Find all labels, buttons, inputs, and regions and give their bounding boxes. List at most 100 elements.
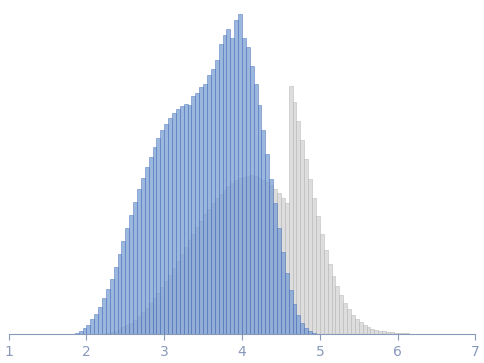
Bar [106,333,110,334]
Bar [265,182,269,334]
Bar [152,147,156,334]
Bar [110,279,114,334]
Bar [285,203,289,334]
Bar [273,203,277,334]
Bar [91,319,94,334]
Bar [196,227,199,334]
Bar [75,333,78,334]
Bar [261,130,265,334]
Bar [196,93,199,334]
Bar [246,48,250,334]
Bar [223,190,227,334]
Bar [180,106,183,334]
Bar [363,325,366,334]
Bar [83,328,87,334]
Bar [129,323,133,334]
Bar [219,194,223,334]
Bar [164,281,168,334]
Bar [98,307,102,334]
Bar [293,304,297,334]
Bar [269,179,273,334]
Bar [316,216,320,334]
Bar [257,178,261,334]
Bar [281,198,285,334]
Bar [199,220,203,334]
Bar [110,332,114,334]
Bar [176,109,180,334]
Bar [211,69,215,334]
Bar [289,86,293,334]
Bar [402,333,406,334]
Bar [199,87,203,334]
Bar [141,313,145,334]
Bar [125,228,129,334]
Bar [328,264,332,334]
Bar [227,29,230,334]
Bar [246,176,250,334]
Bar [250,66,254,334]
Bar [125,325,129,334]
Bar [273,189,277,334]
Bar [215,198,219,334]
Bar [230,38,234,334]
Bar [227,186,230,334]
Bar [269,185,273,334]
Bar [242,176,246,334]
Bar [160,287,164,334]
Bar [188,105,192,334]
Bar [207,209,211,334]
Bar [145,308,149,334]
Bar [254,84,257,334]
Bar [168,274,172,334]
Bar [265,154,269,334]
Bar [176,261,180,334]
Bar [121,327,125,334]
Bar [312,333,316,334]
Bar [293,102,297,334]
Bar [351,315,355,334]
Bar [261,180,265,334]
Bar [250,175,254,334]
Bar [121,241,125,334]
Bar [308,179,312,334]
Bar [301,140,304,334]
Bar [118,329,121,334]
Bar [188,240,192,334]
Bar [304,328,308,334]
Bar [234,20,238,334]
Bar [137,316,141,334]
Bar [172,113,176,334]
Bar [114,331,118,334]
Bar [335,286,339,334]
Bar [183,104,188,334]
Bar [102,298,106,334]
Bar [355,319,359,334]
Bar [257,105,261,334]
Bar [87,325,91,334]
Bar [211,203,215,334]
Bar [156,293,160,334]
Bar [192,96,196,334]
Bar [78,331,83,334]
Bar [277,228,281,334]
Bar [203,215,207,334]
Bar [145,167,149,334]
Bar [160,130,164,334]
Bar [320,234,324,334]
Bar [343,303,347,334]
Bar [374,330,378,334]
Bar [386,332,390,334]
Bar [297,315,301,334]
Bar [332,276,335,334]
Bar [180,254,183,334]
Bar [238,178,242,334]
Bar [366,327,370,334]
Bar [382,331,386,334]
Bar [324,249,328,334]
Bar [133,201,137,334]
Bar [234,180,238,334]
Bar [164,124,168,334]
Bar [285,273,289,334]
Bar [277,193,281,334]
Bar [141,178,145,334]
